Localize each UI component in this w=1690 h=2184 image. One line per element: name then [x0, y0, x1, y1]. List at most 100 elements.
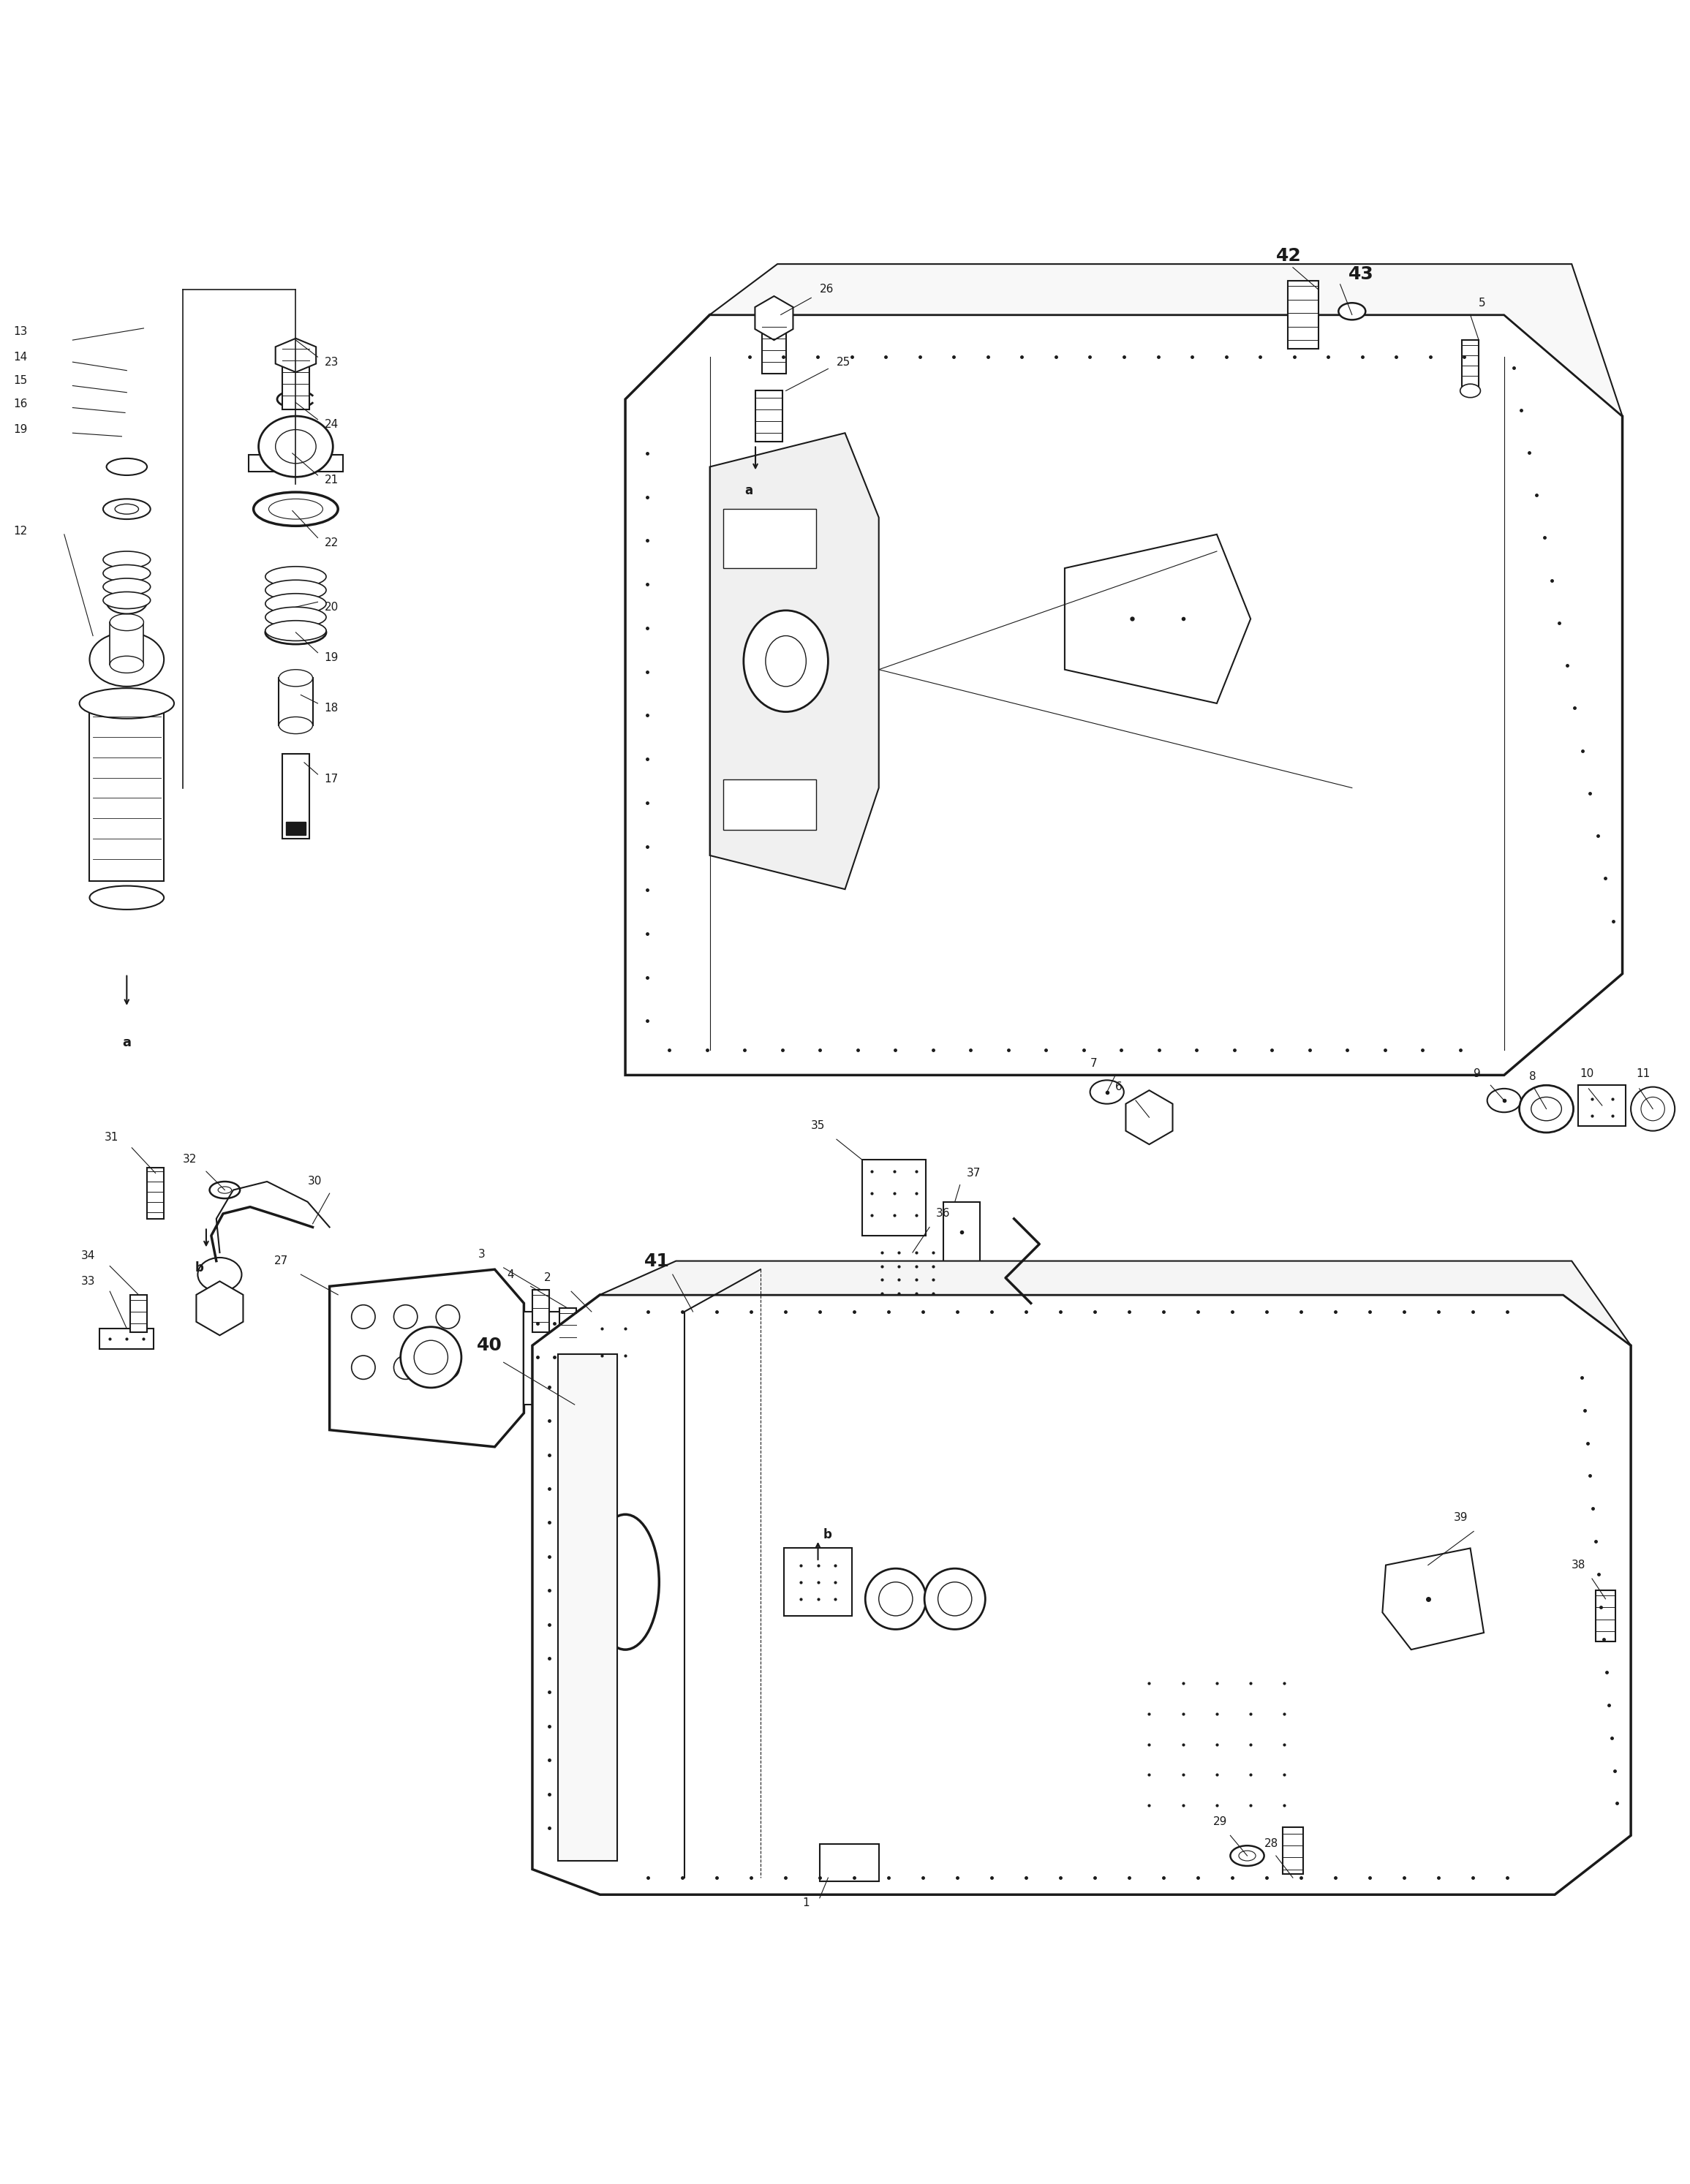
Bar — [591, 1313, 639, 1387]
Text: 6: 6 — [1115, 1081, 1122, 1092]
Bar — [524, 1313, 566, 1404]
Text: a: a — [122, 1035, 132, 1048]
Bar — [282, 753, 309, 839]
Text: 34: 34 — [81, 1251, 95, 1262]
Polygon shape — [532, 1295, 1631, 1896]
Bar — [130, 1295, 147, 1332]
Text: 38: 38 — [1572, 1559, 1585, 1570]
Ellipse shape — [394, 1356, 417, 1380]
Ellipse shape — [436, 1304, 460, 1328]
Ellipse shape — [938, 1581, 972, 1616]
Text: 41: 41 — [644, 1251, 669, 1269]
Bar — [820, 1843, 879, 1880]
Ellipse shape — [103, 550, 150, 568]
Ellipse shape — [103, 592, 150, 609]
Ellipse shape — [90, 887, 164, 909]
Ellipse shape — [879, 1581, 913, 1616]
Polygon shape — [710, 432, 879, 889]
Bar — [286, 821, 306, 834]
Ellipse shape — [352, 1304, 375, 1328]
Text: 19: 19 — [324, 653, 338, 664]
Polygon shape — [275, 339, 316, 371]
Text: a: a — [745, 483, 752, 496]
Bar — [90, 695, 164, 880]
Ellipse shape — [766, 636, 806, 686]
Ellipse shape — [265, 620, 326, 644]
Ellipse shape — [79, 688, 174, 719]
Polygon shape — [710, 264, 1622, 417]
Bar — [1578, 1085, 1626, 1125]
Text: 33: 33 — [81, 1275, 95, 1286]
Text: 31: 31 — [105, 1131, 118, 1142]
Ellipse shape — [436, 1356, 460, 1380]
Text: 8: 8 — [1529, 1072, 1536, 1083]
Ellipse shape — [269, 498, 323, 520]
Bar — [1462, 341, 1479, 387]
Text: 30: 30 — [308, 1175, 321, 1188]
Text: b: b — [823, 1529, 831, 1542]
Ellipse shape — [1487, 1088, 1521, 1112]
Text: 29: 29 — [1213, 1817, 1227, 1828]
Ellipse shape — [1531, 1096, 1562, 1120]
Ellipse shape — [210, 1182, 240, 1199]
Text: 5: 5 — [1479, 297, 1486, 308]
Ellipse shape — [275, 430, 316, 463]
Ellipse shape — [265, 581, 326, 601]
Ellipse shape — [103, 566, 150, 581]
Ellipse shape — [110, 614, 144, 631]
Ellipse shape — [744, 609, 828, 712]
Text: 22: 22 — [324, 537, 338, 548]
Text: 10: 10 — [1580, 1068, 1594, 1079]
Text: 28: 28 — [1264, 1839, 1278, 1850]
Ellipse shape — [90, 633, 164, 686]
Text: 24: 24 — [324, 419, 338, 430]
Ellipse shape — [265, 607, 326, 627]
Text: 17: 17 — [324, 773, 338, 784]
Bar — [110, 622, 144, 664]
Ellipse shape — [1090, 1081, 1124, 1103]
Polygon shape — [330, 1269, 524, 1446]
Bar — [723, 509, 816, 568]
Bar — [943, 1201, 980, 1260]
Ellipse shape — [924, 1568, 985, 1629]
Text: 15: 15 — [14, 376, 27, 387]
Bar — [532, 1291, 549, 1332]
Ellipse shape — [1519, 1085, 1573, 1133]
Polygon shape — [1065, 535, 1251, 703]
Ellipse shape — [253, 491, 338, 526]
Text: 43: 43 — [1349, 266, 1374, 284]
Ellipse shape — [1230, 1845, 1264, 1865]
Text: 16: 16 — [14, 400, 27, 411]
Text: 27: 27 — [274, 1256, 287, 1267]
Ellipse shape — [591, 1514, 659, 1649]
Bar — [784, 1548, 852, 1616]
Text: 26: 26 — [820, 284, 833, 295]
Bar — [862, 1160, 926, 1236]
Ellipse shape — [259, 417, 333, 476]
Ellipse shape — [117, 596, 137, 607]
Ellipse shape — [279, 670, 313, 686]
Ellipse shape — [1641, 1096, 1665, 1120]
Ellipse shape — [198, 1258, 242, 1291]
Text: 40: 40 — [477, 1337, 502, 1354]
Bar — [559, 1308, 576, 1345]
Text: 36: 36 — [936, 1208, 950, 1219]
Text: 25: 25 — [837, 356, 850, 367]
Bar — [100, 1328, 154, 1350]
Text: 39: 39 — [1453, 1511, 1467, 1522]
Ellipse shape — [265, 594, 326, 614]
Text: b: b — [194, 1260, 204, 1273]
Bar — [1595, 1590, 1616, 1640]
Text: 12: 12 — [14, 526, 27, 537]
Text: 4: 4 — [507, 1269, 514, 1280]
Ellipse shape — [414, 1341, 448, 1374]
Bar — [755, 391, 782, 441]
Bar — [1283, 1828, 1303, 1874]
Ellipse shape — [1338, 304, 1366, 319]
Ellipse shape — [1631, 1088, 1675, 1131]
Bar — [248, 454, 343, 472]
Polygon shape — [625, 314, 1622, 1075]
Bar — [147, 1168, 164, 1219]
Text: 20: 20 — [324, 601, 338, 612]
Bar — [762, 323, 786, 373]
